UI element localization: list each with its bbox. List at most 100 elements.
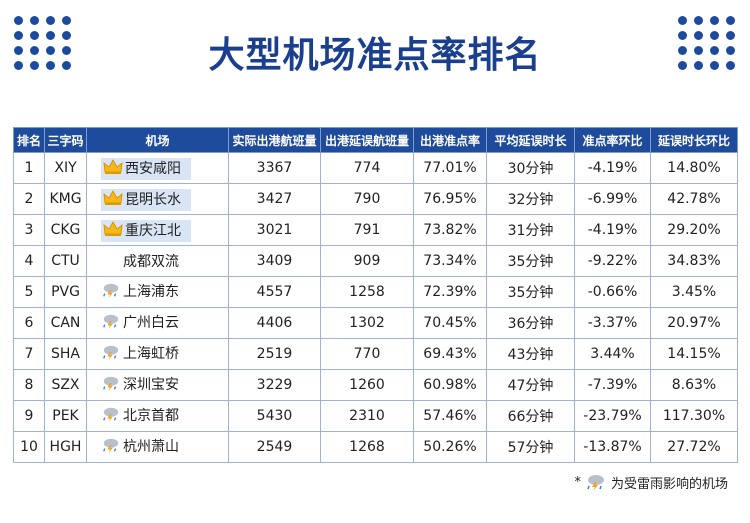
table-cell: -7.39% <box>574 369 651 401</box>
dot <box>710 46 719 55</box>
footnote: * 为受雷雨影响的机场 <box>574 472 728 492</box>
table-row: 3 CKG 重庆江北 3021 791 73.82% 31分钟 -4.19% 29.20% <box>13 214 738 246</box>
table-cell: 3.45% <box>650 276 738 308</box>
header-cell: 出港延误航班量 <box>320 127 414 153</box>
airport-name: 西安咸阳 <box>125 160 181 177</box>
table-row: 1 XIY 西安咸阳 3367 774 77.01% 30分钟 -4.19% 14.80% <box>13 152 738 184</box>
crown-icon <box>103 158 125 179</box>
table-cell: 昆明长水 <box>86 183 229 215</box>
rain-icon <box>101 312 123 334</box>
dot <box>710 16 719 25</box>
table-cell: 4557 <box>228 276 321 308</box>
table-cell: 2549 <box>228 431 321 463</box>
highlight: 西安咸阳 <box>101 157 191 180</box>
airport-name: 广州白云 <box>123 315 179 331</box>
table-cell: 35分钟 <box>486 276 575 308</box>
header-cell: 机场 <box>86 127 229 153</box>
table-cell: 重庆江北 <box>86 214 229 246</box>
table-row: 9 PEK 北京首都 5430 2310 57.46% 66分钟 -23.79% 117.30% <box>13 400 738 432</box>
dot <box>694 31 703 40</box>
table-cell: 76.95% <box>413 183 487 215</box>
airport-name: 北京首都 <box>123 408 179 424</box>
table-cell: 31分钟 <box>486 214 575 246</box>
table-cell: -3.37% <box>574 307 651 339</box>
table-cell: 上海虹桥 <box>86 338 229 370</box>
airport-name: 杭州萧山 <box>123 439 179 455</box>
footnote-text: 为受雷雨影响的机场 <box>610 476 728 492</box>
table-cell: 3367 <box>228 152 321 184</box>
table-cell: 4406 <box>228 307 321 339</box>
header-cell: 延误时长环比 <box>650 127 738 153</box>
table-cell: 117.30% <box>650 400 738 432</box>
footnote-mark: * <box>574 474 581 490</box>
highlight: 重庆江北 <box>101 219 191 242</box>
table-row: 4 CTU 成都双流 3409 909 73.34% 35分钟 -9.22% 34.83% <box>13 245 738 277</box>
table-cell: 3 <box>13 214 45 246</box>
dot-grid <box>14 16 72 70</box>
table-cell: 34.83% <box>650 245 738 277</box>
table-cell: CAN <box>44 307 87 339</box>
table-cell: 西安咸阳 <box>86 152 229 184</box>
table-cell: 70.45% <box>413 307 487 339</box>
table-cell: 69.43% <box>413 338 487 370</box>
table-cell: 1258 <box>320 276 414 308</box>
header-cell: 平均延误时长 <box>486 127 575 153</box>
dot <box>726 61 735 70</box>
ranking-table: 排名 三字码 机场 实际出港航班量 出港延误航班量 出港准点率 平均延误时长 准点率环比 延误时… <box>13 127 738 463</box>
dot <box>678 46 687 55</box>
dot <box>62 16 71 25</box>
table-cell: PEK <box>44 400 87 432</box>
table-cell: -4.19% <box>574 214 651 246</box>
dot <box>14 31 23 40</box>
table-cell: PVG <box>44 276 87 308</box>
table-cell: 43分钟 <box>486 338 575 370</box>
dot <box>62 61 71 70</box>
table-cell: 29.20% <box>650 214 738 246</box>
dot <box>726 31 735 40</box>
dot <box>694 61 703 70</box>
dot <box>14 16 23 25</box>
dot <box>30 31 39 40</box>
table-cell: 30分钟 <box>486 152 575 184</box>
table-row: 2 KMG 昆明长水 3427 790 76.95% 32分钟 -6.99% 42.78% <box>13 183 738 215</box>
highlight: 昆明长水 <box>101 188 191 211</box>
dot <box>46 46 55 55</box>
airport-name: 上海浦东 <box>123 284 179 300</box>
airport-name: 深圳宝安 <box>123 377 179 393</box>
table-row: 7 SHA 上海虹桥 2519 770 69.43% 43分钟 3.44% 14.15% <box>13 338 738 370</box>
table-cell: -23.79% <box>574 400 651 432</box>
airport-name: 昆明长水 <box>125 191 181 208</box>
table-cell: 3229 <box>228 369 321 401</box>
table-cell: 1268 <box>320 431 414 463</box>
dot <box>62 46 71 55</box>
dot <box>678 61 687 70</box>
dot <box>694 16 703 25</box>
table-cell: CKG <box>44 214 87 246</box>
table-cell: 6 <box>13 307 45 339</box>
table-cell: 深圳宝安 <box>86 369 229 401</box>
table-cell: 2310 <box>320 400 414 432</box>
table-cell: 成都双流 <box>86 245 229 277</box>
dot <box>710 61 719 70</box>
table-cell: 4 <box>13 245 45 277</box>
table-cell: -13.87% <box>574 431 651 463</box>
airport-name: 重庆江北 <box>125 222 181 239</box>
table-cell: 73.34% <box>413 245 487 277</box>
table-cell: 50.26% <box>413 431 487 463</box>
table-cell: 791 <box>320 214 414 246</box>
table-cell: 1 <box>13 152 45 184</box>
dot <box>14 46 23 55</box>
table-cell: 909 <box>320 245 414 277</box>
dot <box>726 46 735 55</box>
table-cell: 770 <box>320 338 414 370</box>
rain-icon <box>101 374 123 396</box>
table-row: 6 CAN 广州白云 4406 1302 70.45% 36分钟 -3.37% 20.97% <box>13 307 738 339</box>
rain-icon <box>101 281 123 303</box>
dot <box>46 16 55 25</box>
header-cell: 准点率环比 <box>574 127 651 153</box>
table-cell: 790 <box>320 183 414 215</box>
table-cell: 20.97% <box>650 307 738 339</box>
table-cell: 上海浦东 <box>86 276 229 308</box>
table-cell: HGH <box>44 431 87 463</box>
table-cell: 10 <box>13 431 45 463</box>
